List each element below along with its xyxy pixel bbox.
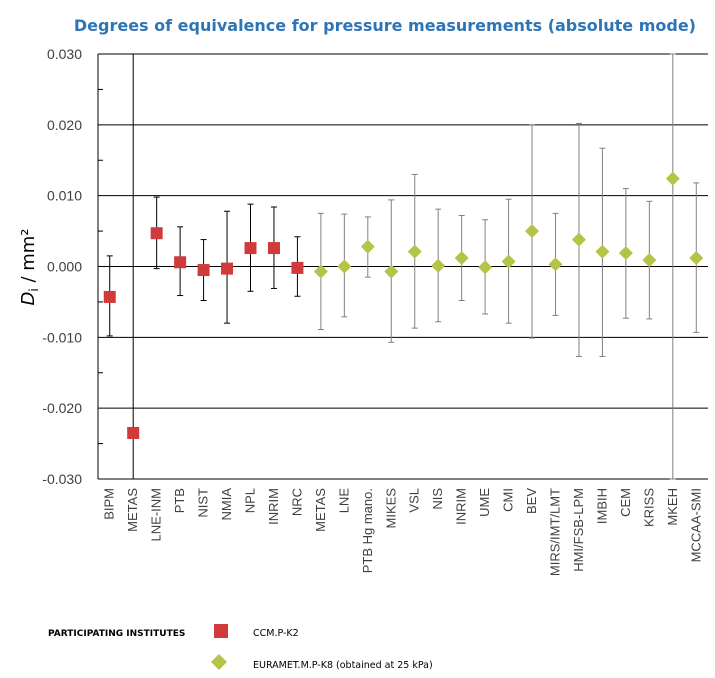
x-tick-label: UME [477, 488, 492, 517]
chart-title: Degrees of equivalence for pressure meas… [74, 16, 696, 35]
axes [97, 54, 103, 479]
x-tick-label: INRIM [454, 488, 469, 525]
data-point-diamond [548, 257, 563, 272]
x-tick-label: MIKES [383, 488, 398, 529]
data-point-diamond [525, 224, 540, 239]
data-point-square [103, 290, 116, 303]
data-point-square [221, 262, 234, 275]
x-tick-labels: BIPM METAS LNE-INM PTB NIST NMIA NPL INRIM NRC ME… [102, 488, 704, 576]
legend: PARTICIPATING INSTITUTES CCM.P-K2 EURAMET… [48, 624, 433, 671]
y-tick-label: 0.020 [47, 117, 82, 133]
data-point-diamond [337, 259, 352, 274]
data-point-square [244, 242, 257, 255]
y-tick-label: 0.030 [47, 46, 82, 62]
data-point-diamond [595, 244, 610, 259]
x-tick-label: MIRS/IMT/LMT [548, 488, 563, 576]
data-point-diamond [407, 244, 422, 259]
x-tick-label: LNE-INM [149, 488, 164, 541]
legend-marker-diamond [211, 654, 227, 670]
y-tick-label: -0.010 [42, 329, 82, 345]
data-point-diamond [689, 251, 704, 265]
x-tick-label: LNE [336, 488, 351, 514]
data-point-square [150, 227, 163, 240]
data-point-diamond [454, 251, 469, 265]
x-tick-label: KRISS [641, 488, 656, 527]
y-tick-labels: 0.030 0.020 0.010 0.000 -0.010 -0.020 -0.030 [42, 46, 82, 487]
x-tick-label: MCCAA-SMI [688, 488, 703, 562]
data-point-diamond [313, 264, 328, 279]
data-point-diamond [501, 254, 516, 269]
x-tick-label: IMBIH [594, 488, 609, 524]
data-point-diamond [665, 171, 680, 186]
data-point-diamond [478, 260, 493, 275]
data-point-square [174, 256, 187, 269]
x-tick-label: METAS [125, 488, 140, 532]
x-tick-label: INRIM [266, 488, 281, 525]
legend-title: PARTICIPATING INSTITUTES [48, 629, 185, 639]
x-tick-label: NPL [243, 488, 258, 513]
y-axis-label-unit: / mm² [18, 228, 39, 288]
x-tick-label: HMI/FSB-LPM [571, 488, 586, 572]
data-point-diamond [642, 253, 657, 268]
data-point-square [197, 264, 210, 277]
data-point-square [267, 242, 280, 255]
data-point-diamond [384, 264, 399, 279]
x-tick-label: PTB [172, 488, 187, 513]
x-tick-label: METAS [313, 488, 328, 532]
legend-marker-square [214, 624, 228, 638]
x-tick-label: NIST [196, 488, 211, 518]
data-point-diamond [360, 239, 375, 254]
x-tick-label: NRC [289, 488, 304, 516]
x-tick-label: NMIA [219, 488, 234, 521]
data-markers [103, 171, 704, 439]
x-tick-label: VSL [407, 488, 422, 513]
legend-label-ccm: CCM.P-K2 [253, 628, 299, 639]
data-point-diamond [571, 232, 586, 247]
x-tick-label: MKEH [665, 488, 680, 526]
y-axis-label-subscript: i [27, 288, 41, 291]
x-tick-label: CMI [501, 488, 516, 512]
x-tick-label: BIPM [102, 488, 117, 520]
y-axis-label-main: D [18, 292, 39, 306]
data-point-diamond [618, 246, 633, 261]
x-tick-label: BEV [524, 488, 539, 514]
grid-lines [98, 53, 708, 480]
x-tick-label: CEM [618, 488, 633, 517]
data-point-square [291, 261, 304, 274]
y-tick-label: 0.010 [47, 188, 82, 204]
y-tick-label: 0.000 [47, 259, 82, 275]
legend-label-euramet: EURAMET.M.P-K8 (obtained at 25 kPa) [253, 660, 433, 671]
y-tick-label: -0.030 [42, 471, 82, 487]
x-tick-label: NIS [430, 488, 445, 510]
data-point-diamond [431, 258, 446, 273]
data-point-square [127, 426, 140, 439]
x-tick-label: PTB Hg mano. [360, 488, 375, 573]
y-axis-label: Di / mm² [18, 228, 41, 305]
y-tick-label: -0.020 [42, 400, 82, 416]
